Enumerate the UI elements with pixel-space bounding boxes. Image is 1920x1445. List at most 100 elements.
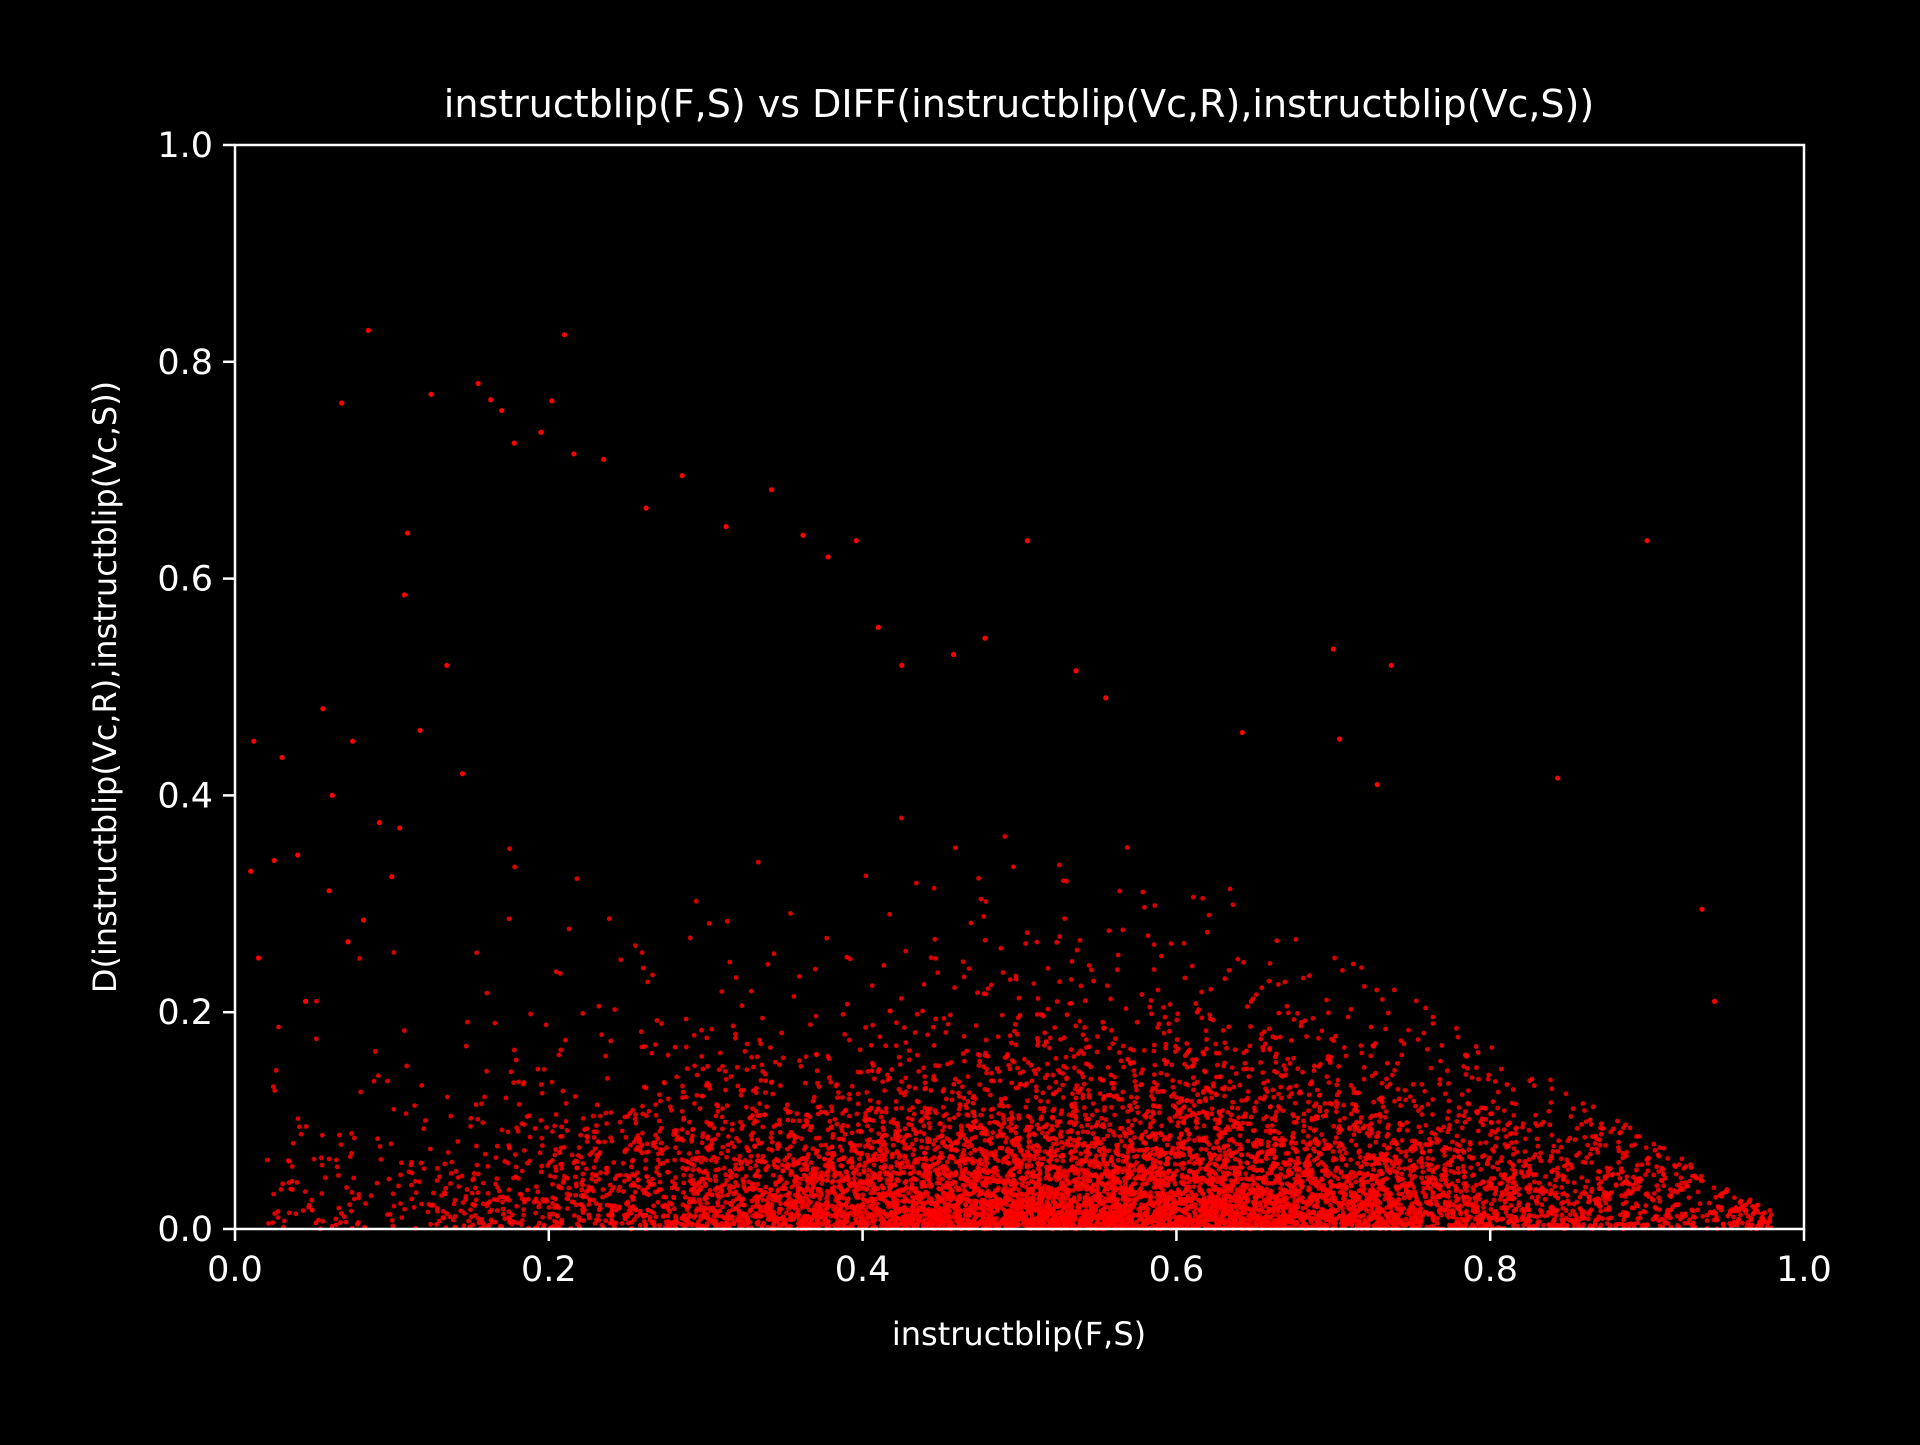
scatter-point [723,523,729,530]
scatter-point [1455,1034,1461,1040]
scatter-point [1270,1087,1276,1093]
scatter-point [1683,1180,1689,1185]
scatter-point [1185,1082,1191,1088]
scatter-point [1103,695,1109,701]
scatter-point [1330,646,1336,652]
scatter-point [1267,961,1273,966]
scatter-point [1686,1195,1692,1200]
scatter-point [527,1134,533,1140]
scatter-point [1711,1209,1717,1214]
scatter-point [1085,1122,1090,1128]
scatter-point [1446,1098,1452,1104]
scatter-point [1494,1217,1500,1223]
scatter-point [988,982,994,988]
scatter-point [966,966,972,971]
scatter-point [1413,1103,1418,1109]
scatter-point [1213,1041,1219,1047]
scatter-point [1598,1131,1604,1137]
scatter-point [748,1166,753,1171]
scatter-point [506,1187,512,1192]
scatter-point [899,815,904,821]
scatter-point [860,1192,866,1198]
scatter-point [522,1148,527,1153]
scatter-point [295,1116,301,1121]
scatter-point [1281,1063,1287,1068]
scatter-point [1598,1208,1604,1214]
scatter-point [558,1047,564,1053]
scatter-point [731,1156,737,1162]
scatter-point [1555,1149,1561,1154]
scatter-point [1172,1114,1178,1119]
scatter-point [659,1021,664,1027]
scatter-point [991,1119,997,1125]
scatter-point [320,1218,326,1224]
scatter-point [943,1030,949,1035]
scatter-point [1620,1155,1626,1161]
scatter-point [1332,955,1337,961]
scatter-point [1343,1162,1349,1168]
scatter-point [473,1102,479,1108]
scatter-point [499,407,505,414]
scatter-point [493,1155,499,1160]
scatter-point [925,1032,930,1038]
scatter-point [739,1003,745,1009]
scatter-point [538,429,544,435]
scatter-point [559,1124,564,1130]
scatter-point [1583,1119,1589,1125]
scatter-point [333,1216,339,1222]
scatter-point [1293,937,1299,942]
scatter-point [1040,1013,1046,1019]
scatter-point [960,1051,966,1056]
scatter-point [1184,1098,1189,1104]
scatter-point [533,1184,539,1190]
scatter-point [1245,1138,1251,1144]
scatter-point [685,1130,690,1136]
scatter-point [1556,1138,1562,1144]
scatter-point [897,1134,903,1139]
scatter-point [1617,1176,1623,1181]
scatter-point [1334,1109,1339,1115]
scatter-point [705,1175,710,1181]
scatter-point [724,1154,729,1160]
scatter-point [751,1064,756,1070]
scatter-point [863,1025,868,1030]
scatter-point [1466,1147,1472,1152]
scatter-point [723,1076,729,1082]
scatter-point [716,1067,722,1073]
scatter-point [1283,1067,1288,1072]
scatter-point [1131,1068,1137,1073]
scatter-point [865,1123,870,1129]
scatter-point [264,1157,270,1163]
scatter-point [1277,1034,1283,1040]
scatter-point [1353,1142,1359,1148]
scatter-point [1150,1147,1155,1152]
scatter-point [633,943,638,948]
scatter-point [1057,934,1063,939]
scatter-point [1189,963,1195,969]
scatter-point [976,1063,982,1069]
scatter-point [580,1171,586,1177]
scatter-point [1134,1104,1140,1110]
scatter-point [559,1134,565,1139]
scatter-point [428,391,434,397]
scatter-point [1004,1135,1009,1141]
scatter-point [1368,1053,1374,1059]
scatter-point [1511,1146,1517,1151]
scatter-point [295,852,301,858]
scatter-point [1237,1082,1243,1088]
scatter-point [462,1211,467,1216]
scatter-point [404,530,411,536]
scatter-point [938,1120,943,1126]
scatter-point [921,982,927,987]
scatter-point [825,554,831,560]
scatter-point [1439,1043,1445,1048]
scatter-point [825,1193,830,1198]
scatter-point [1107,1122,1113,1127]
scatter-point [925,1115,931,1121]
scatter-point [1422,1180,1428,1185]
scatter-point [1380,1104,1386,1110]
scatter-point [1661,1183,1667,1189]
scatter-point [1078,1086,1084,1091]
scatter-point [1180,1144,1185,1150]
scatter-point [921,1123,927,1129]
